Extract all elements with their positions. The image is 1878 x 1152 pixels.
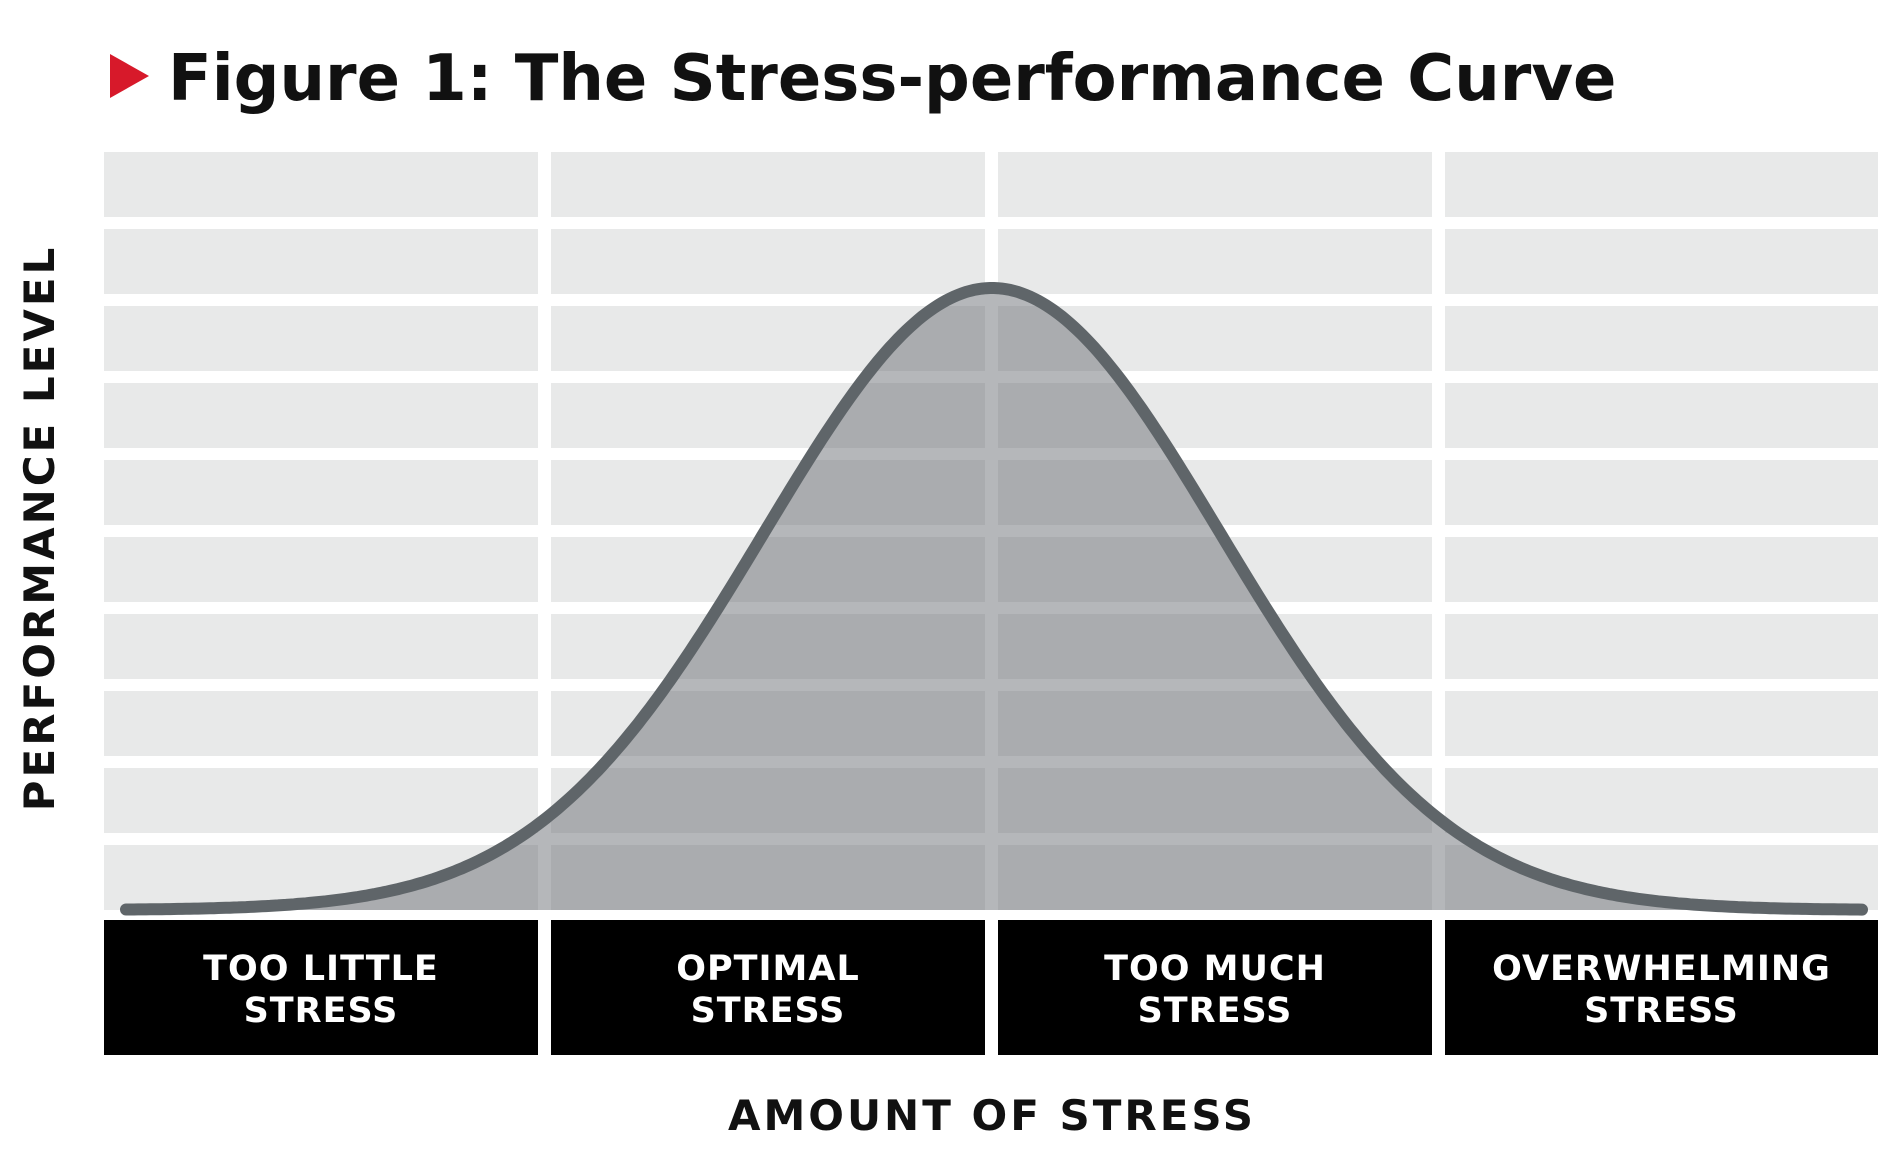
grid-cell [1445,152,1878,217]
grid-cell [104,460,538,525]
curve-area [126,288,1863,910]
grid-cell [551,229,985,294]
zone-label: OVERWHELMING [1492,949,1831,989]
title: Figure 1: The Stress-performance Curve [168,42,1616,116]
grid-cell [104,306,538,371]
zone-label: TOO LITTLE [203,949,439,989]
grid-cell [104,614,538,679]
grid-cell [104,152,538,217]
zone-label: OPTIMAL [676,949,860,989]
zone-label: STRESS [1138,991,1293,1031]
grid-cell [1445,306,1878,371]
grid-cell [1445,460,1878,525]
grid-cell [104,768,538,833]
zone-box [1445,920,1878,1055]
y-axis-label: PERFORMANCE LEVEL [15,245,64,812]
zone-label: STRESS [244,991,399,1031]
grid-cell [104,229,538,294]
grid-cell [998,229,1432,294]
x-axis-label: AMOUNT OF STRESS [728,1091,1256,1140]
grid-cell [1445,537,1878,602]
grid-cell [1445,768,1878,833]
grid-cell [1445,614,1878,679]
grid-cell [104,383,538,448]
grid-cell [104,537,538,602]
zone-box [104,920,538,1055]
grid-cell [998,152,1432,217]
grid-cell [1445,383,1878,448]
zone-label: STRESS [1584,991,1739,1031]
zone-box [998,920,1432,1055]
zone-label: STRESS [691,991,846,1031]
grid-cell [551,152,985,217]
zone-box [551,920,985,1055]
grid-cell [1445,691,1878,756]
grid-cell [104,691,538,756]
zone-label: TOO MUCH [1104,949,1326,989]
grid-cell [1445,229,1878,294]
title-marker [110,54,149,98]
curve [120,282,1868,916]
